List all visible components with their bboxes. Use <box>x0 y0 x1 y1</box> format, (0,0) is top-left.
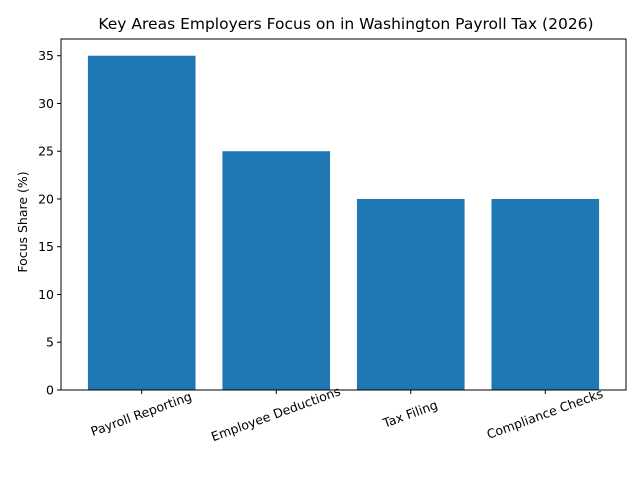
y-tick-label: 20 <box>38 191 54 206</box>
bar-tax-filing <box>356 198 465 390</box>
x-ticks-group: Payroll Reporting Employee Deductions Tax … <box>89 383 605 444</box>
chart-title: Key Areas Employers Focus on in Washingt… <box>98 15 593 33</box>
y-tick-label: 15 <box>38 239 54 254</box>
bar-payroll-reporting <box>87 55 196 390</box>
bars-group <box>87 55 600 390</box>
y-tick-label: 0 <box>46 383 54 398</box>
plot-frame <box>60 38 627 391</box>
y-axis-label: Focus Share (%) <box>15 171 30 272</box>
y-ticks-group: 0 5 10 15 20 25 30 35 <box>38 48 61 398</box>
y-tick-label: 35 <box>38 48 54 63</box>
y-tick-label: 5 <box>46 335 54 350</box>
x-tick-label: Employee Deductions <box>209 383 342 444</box>
y-tick-label: 30 <box>38 96 54 111</box>
x-tick-label: Tax Filing <box>380 397 440 431</box>
bar-employee-deductions <box>222 151 331 390</box>
x-tick-label: Compliance Checks <box>485 386 605 442</box>
y-tick-label: 10 <box>38 287 54 302</box>
y-tick-label: 25 <box>38 144 54 159</box>
bar-compliance-checks <box>491 198 600 390</box>
x-tick-label: Payroll Reporting <box>89 389 194 439</box>
